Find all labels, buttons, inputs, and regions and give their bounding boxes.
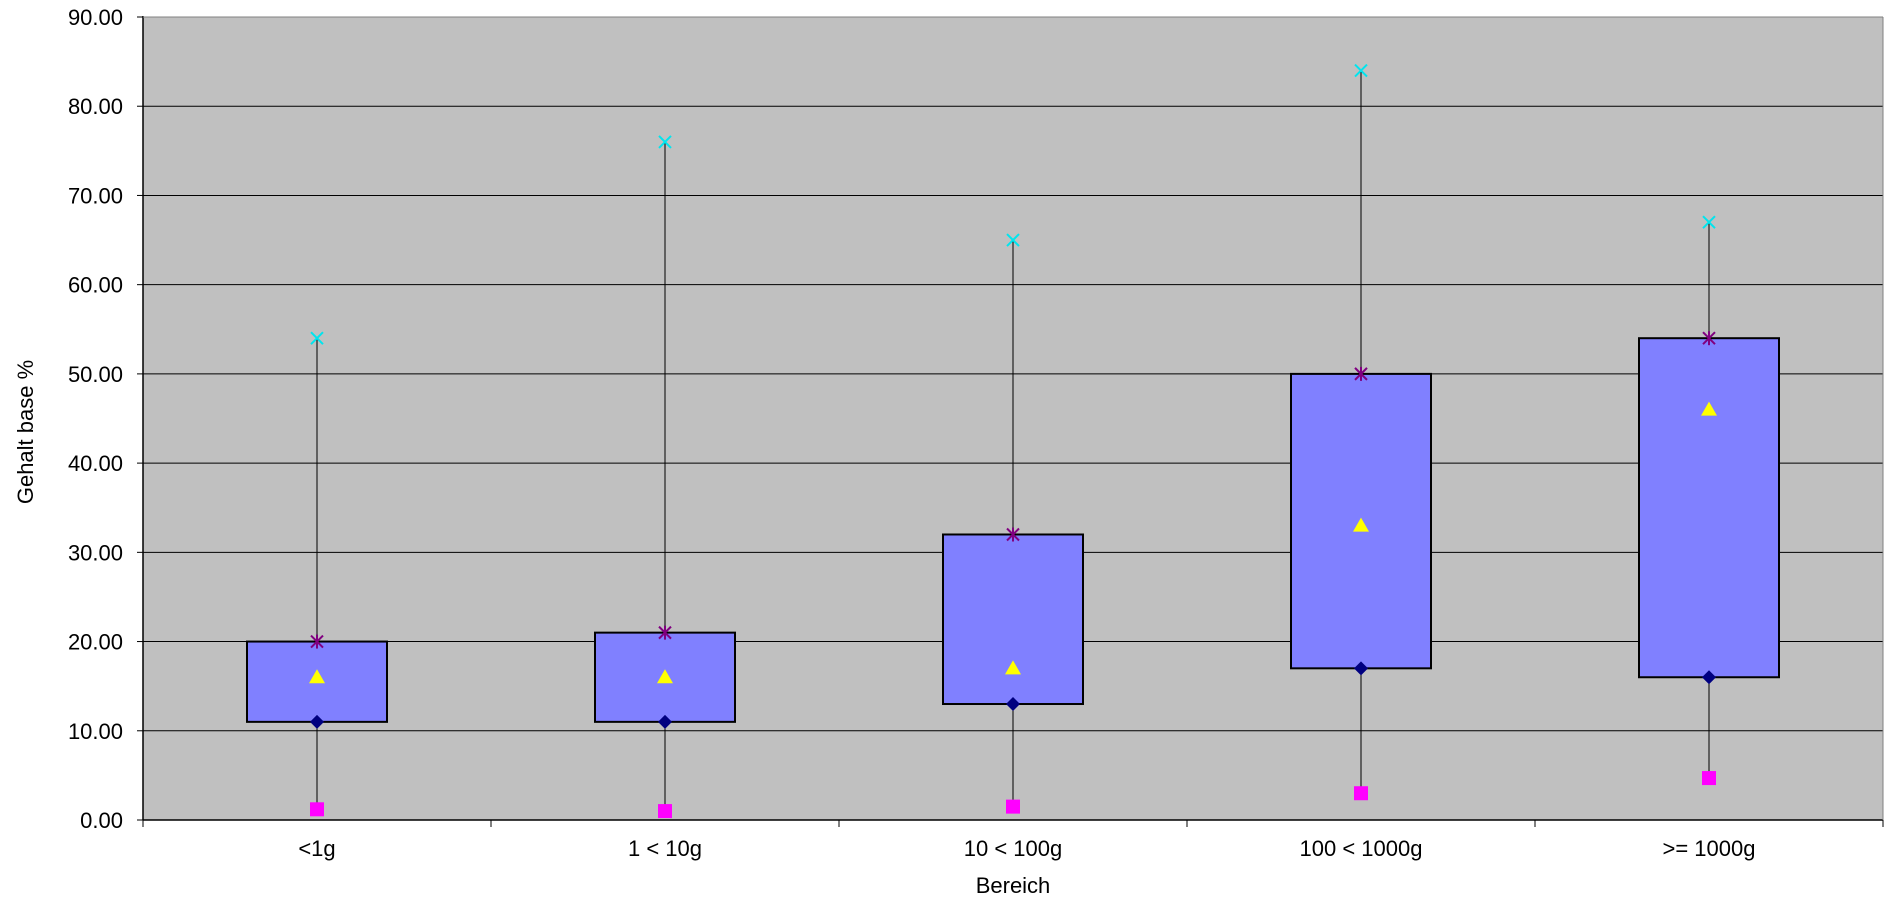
q3-marker <box>1702 331 1716 346</box>
y-tick-label: 60.00 <box>68 273 123 298</box>
y-axis-title: Gehalt base % <box>13 360 38 504</box>
x-tick-label: 1 < 10g <box>628 836 702 861</box>
min-marker <box>310 802 324 817</box>
median-marker <box>1701 401 1717 416</box>
x-tick-label: 100 < 1000g <box>1300 836 1423 861</box>
x-axis-title: Bereich <box>976 873 1051 897</box>
q1-marker <box>1006 697 1020 712</box>
median-marker <box>1005 660 1021 675</box>
y-tick-label: 10.00 <box>68 719 123 744</box>
y-tick-label: 30.00 <box>68 540 123 565</box>
q3-marker <box>1354 366 1368 381</box>
min-marker <box>1702 771 1716 786</box>
median-marker <box>309 669 325 684</box>
x-tick-label: >= 1000g <box>1663 836 1756 861</box>
q1-marker <box>1354 661 1368 676</box>
max-marker <box>1702 215 1716 229</box>
box-rect <box>942 533 1084 706</box>
q3-marker <box>310 634 324 649</box>
median-marker <box>657 669 673 684</box>
y-tick-label: 80.00 <box>68 94 123 119</box>
max-marker <box>310 331 324 345</box>
max-marker <box>1354 63 1368 78</box>
q1-marker <box>658 714 672 729</box>
box-rect <box>1638 337 1780 679</box>
max-marker <box>658 135 672 149</box>
q3-marker <box>1006 527 1020 542</box>
y-tick-label: 50.00 <box>68 362 123 387</box>
median-marker <box>1353 517 1369 532</box>
min-marker <box>1354 786 1368 801</box>
x-tick-label: 10 < 100g <box>964 836 1062 861</box>
y-tick-label: 90.00 <box>68 5 123 30</box>
x-tick-label: <1g <box>298 836 335 861</box>
min-marker <box>658 804 672 819</box>
y-tick-label: 70.00 <box>68 183 123 208</box>
q1-marker <box>1702 670 1716 685</box>
y-tick-label: 20.00 <box>68 630 123 655</box>
max-marker <box>1006 233 1020 247</box>
min-marker <box>1006 799 1020 814</box>
y-tick-label: 0.00 <box>80 808 123 833</box>
q3-marker <box>658 625 672 640</box>
y-tick-label: 40.00 <box>68 451 123 476</box>
q1-marker <box>310 714 324 729</box>
